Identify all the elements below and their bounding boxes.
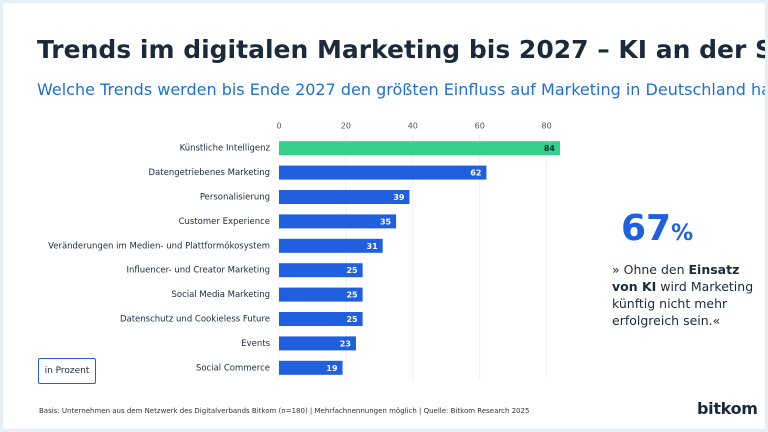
bar: [279, 165, 487, 180]
bar: [279, 190, 410, 204]
y-tick-label: Datengetriebenes Marketing: [149, 168, 270, 178]
data-label: 25: [346, 266, 358, 275]
callout-value: 67: [621, 208, 672, 249]
logo: bitkom: [697, 399, 758, 418]
chart: 0 20 40 60 80 Künstliche Intelligenz 84 Datenge…: [48, 122, 560, 380]
unit-note: in Prozent: [38, 358, 96, 384]
data-label: 19: [326, 364, 338, 373]
y-tick-label: Social Commerce: [196, 363, 270, 373]
x-tick-label: 80: [542, 122, 552, 131]
bar: [279, 238, 383, 253]
data-label: 84: [544, 144, 556, 153]
bar: [279, 214, 397, 229]
quote-start: » Ohne den: [612, 262, 689, 277]
data-label: 39: [393, 193, 405, 202]
y-tick-label: Künstliche Intelligenz: [180, 144, 271, 154]
quote-bold: Einsatz von KI: [612, 262, 740, 294]
x-tick-label: 0: [276, 122, 281, 131]
data-label: 31: [367, 242, 379, 251]
chart-title: Trends im digitalen Marketing bis 2027 –…: [37, 35, 768, 64]
y-tick-label: Influencer- und Creator Marketing: [126, 266, 270, 276]
quote-end: wird Marketing künftig nicht mehr erfolg…: [612, 279, 754, 328]
bar: [279, 287, 363, 302]
callout-number: 67%: [621, 208, 693, 249]
y-tick-label: Personalisierung: [200, 193, 270, 203]
x-tick-label: 60: [475, 122, 485, 131]
callout-unit: %: [671, 221, 694, 246]
x-tick-label: 20: [341, 122, 351, 131]
y-tick-label: Customer Experience: [179, 217, 270, 227]
y-tick-label: Veränderungen im Medien- und Plattformök…: [48, 241, 270, 251]
callout-quote: » Ohne den Einsatz von KI wird Marketing…: [612, 261, 762, 329]
y-tick-label: Events: [241, 339, 270, 349]
data-label: 25: [346, 291, 358, 300]
x-tick-label: 40: [408, 122, 418, 131]
data-label: 35: [380, 217, 392, 226]
y-tick-label: Datenschutz und Cookieless Future: [120, 315, 270, 325]
bar: [279, 141, 560, 156]
bar: [279, 336, 356, 351]
data-label: 23: [340, 339, 351, 348]
data-label: 62: [470, 169, 481, 178]
chart-subtitle: Welche Trends werden bis Ende 2027 den g…: [37, 80, 768, 99]
data-label: 25: [346, 315, 358, 324]
bar: [279, 312, 363, 326]
bar: [279, 360, 343, 375]
y-tick-label: Social Media Marketing: [172, 290, 271, 300]
bar: [279, 263, 363, 278]
source: Basis: Unternehmen aus dem Netzwerk des …: [39, 407, 530, 415]
